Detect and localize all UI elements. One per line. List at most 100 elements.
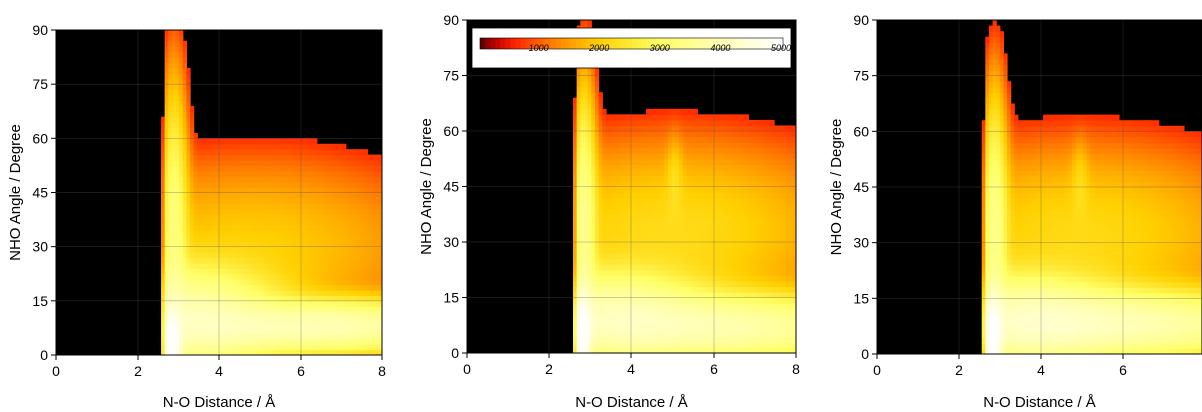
density-cell	[179, 132, 184, 139]
density-cell	[179, 40, 184, 47]
density-cell	[378, 197, 382, 204]
density-cell	[708, 275, 713, 282]
density-cell	[591, 75, 596, 82]
density-cell	[226, 311, 231, 318]
density-cell	[591, 275, 596, 282]
density-cell	[320, 208, 325, 215]
density-cell	[211, 257, 216, 264]
density-cell	[642, 219, 647, 226]
density-cell	[338, 268, 343, 275]
density-cell	[616, 264, 622, 271]
density-cell	[591, 108, 596, 115]
density-cell	[309, 176, 314, 183]
density-cell	[715, 258, 720, 265]
density-cell	[686, 303, 691, 310]
density-cell	[733, 291, 739, 299]
density-cell	[211, 181, 216, 188]
density-cell	[598, 280, 603, 287]
density-cell	[763, 264, 768, 271]
density-cell	[280, 284, 285, 291]
density-cell	[598, 247, 603, 254]
density-cell	[280, 203, 285, 210]
density-cell	[247, 208, 253, 215]
density-cell	[605, 136, 611, 143]
density-cell	[679, 208, 684, 215]
density-cell	[580, 208, 585, 215]
density-cell	[219, 208, 224, 215]
density-cell	[226, 235, 231, 242]
density-cell	[313, 290, 318, 297]
density-cell	[334, 290, 340, 297]
density-cell	[276, 176, 282, 183]
density-cell	[576, 341, 581, 349]
density-cell	[631, 264, 636, 271]
density-cell	[627, 269, 633, 276]
density-cell	[726, 131, 731, 138]
density-cell	[704, 253, 709, 260]
density-cell	[284, 306, 289, 313]
density-cell	[708, 242, 713, 249]
density-cell	[237, 327, 242, 334]
density-cell	[660, 341, 665, 349]
density-cell	[276, 154, 282, 161]
density-cell	[638, 297, 644, 304]
density-cell	[755, 303, 761, 310]
density-cell	[576, 275, 581, 282]
density-cell	[675, 269, 680, 276]
density-cell	[664, 297, 669, 304]
density-cell	[573, 214, 578, 221]
density-cell	[635, 297, 640, 304]
density-cell	[168, 349, 173, 355]
density-cell	[222, 273, 227, 280]
density-cell	[631, 186, 636, 193]
density-cell	[664, 303, 669, 310]
density-cell	[363, 273, 369, 280]
density-cell	[741, 186, 746, 193]
density-cell	[580, 203, 585, 210]
density-cell	[244, 273, 249, 280]
density-cell	[374, 176, 379, 183]
density-cell	[280, 219, 285, 226]
density-cell	[219, 149, 224, 156]
density-cell	[649, 147, 655, 154]
density-cell	[763, 308, 768, 315]
density-cell	[686, 336, 691, 343]
density-cell	[164, 300, 169, 307]
density-cell	[642, 319, 647, 326]
density-cell	[631, 314, 636, 321]
density-cell	[591, 69, 596, 77]
density-cell	[613, 219, 618, 226]
density-cell	[737, 192, 742, 199]
density-cell	[378, 154, 382, 161]
density-cell	[668, 186, 673, 193]
density-cell	[327, 349, 332, 355]
density-cell	[602, 153, 607, 160]
density-cell	[164, 143, 169, 150]
density-cell	[305, 344, 311, 351]
density-cell	[748, 219, 753, 226]
density-cell	[686, 297, 691, 304]
density-cell	[744, 203, 750, 210]
density-cell	[244, 154, 249, 161]
density-cell	[302, 181, 307, 188]
density-cell	[627, 236, 633, 243]
density-cell	[182, 89, 187, 96]
density-cell	[594, 286, 600, 293]
density-cell	[327, 273, 332, 280]
density-cell	[251, 197, 256, 204]
density-cell	[679, 169, 684, 176]
density-cell	[305, 338, 311, 345]
density-cell	[737, 214, 742, 221]
density-cell	[627, 330, 633, 337]
density-cell	[613, 230, 618, 238]
density-cell	[598, 264, 603, 271]
density-cell	[233, 295, 238, 302]
density-cell	[219, 170, 224, 177]
density-cell	[316, 225, 322, 232]
density-cell	[693, 180, 698, 188]
density-cell	[378, 225, 382, 232]
density-cell	[689, 169, 695, 176]
density-cell	[200, 219, 206, 226]
density-cell	[576, 258, 581, 265]
density-cell	[305, 214, 311, 221]
